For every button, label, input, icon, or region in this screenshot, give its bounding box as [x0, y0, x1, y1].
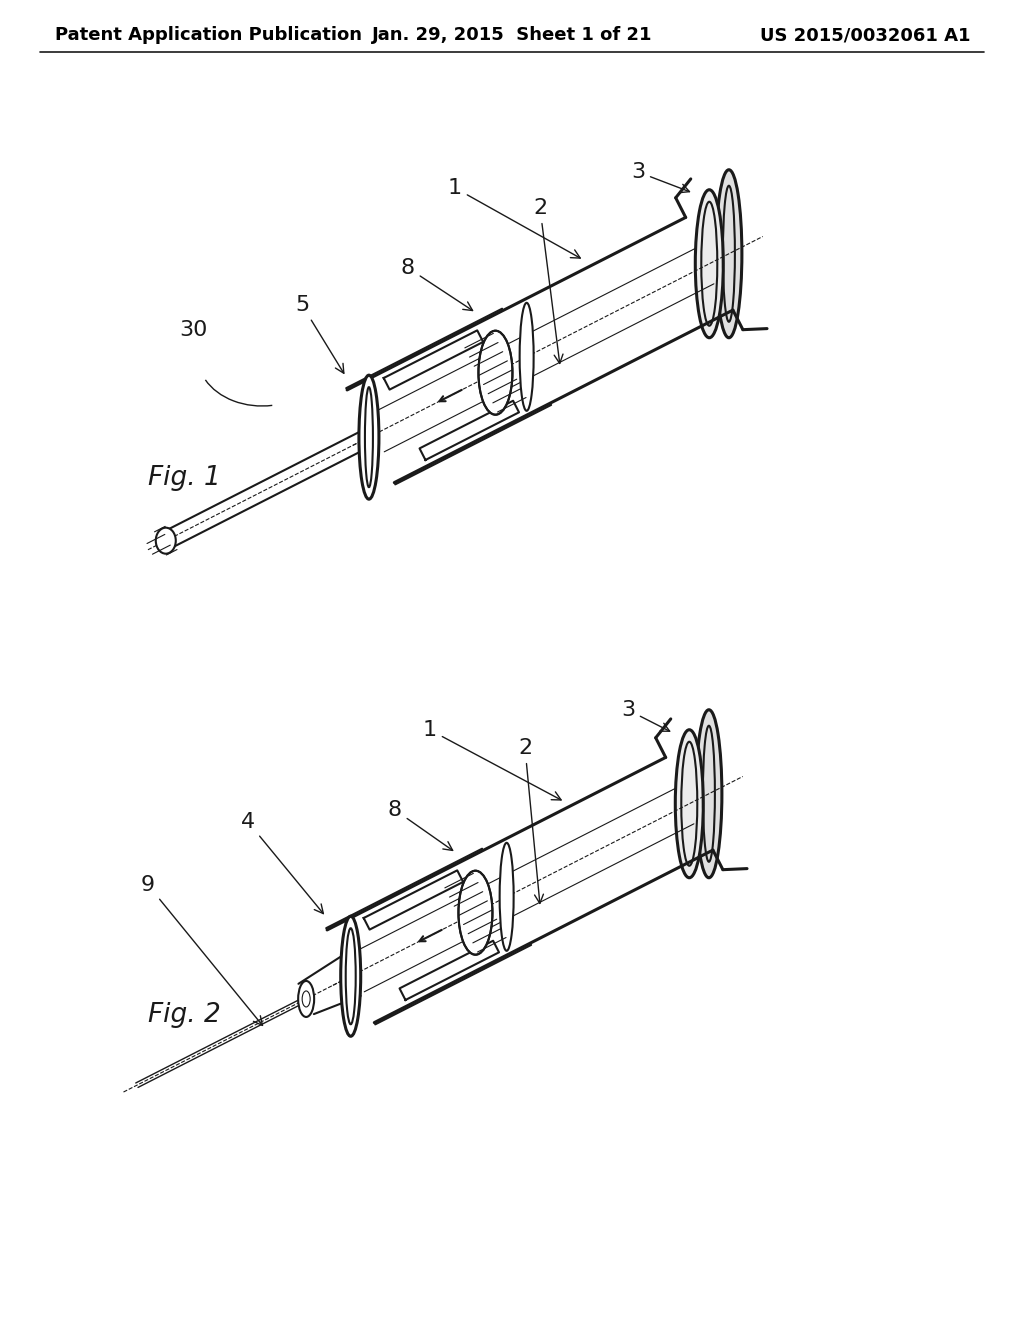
Text: 1: 1 [423, 719, 561, 800]
Text: Fig. 1: Fig. 1 [148, 465, 221, 491]
Text: 9: 9 [141, 875, 262, 1026]
Ellipse shape [716, 170, 742, 338]
Ellipse shape [156, 528, 176, 553]
Ellipse shape [500, 842, 514, 950]
Text: 5: 5 [295, 294, 344, 374]
Polygon shape [399, 941, 499, 1001]
Ellipse shape [359, 375, 379, 499]
Text: 2: 2 [518, 738, 544, 903]
Polygon shape [364, 870, 463, 929]
Text: 2: 2 [532, 198, 563, 363]
Ellipse shape [478, 331, 512, 414]
Ellipse shape [341, 916, 360, 1036]
Text: 30: 30 [179, 319, 207, 341]
Ellipse shape [519, 302, 534, 411]
Text: 3: 3 [631, 162, 689, 193]
Polygon shape [420, 401, 519, 459]
Text: Fig. 2: Fig. 2 [148, 1002, 221, 1028]
Ellipse shape [675, 730, 703, 878]
Ellipse shape [298, 981, 314, 1016]
Text: 8: 8 [388, 800, 453, 850]
Ellipse shape [364, 383, 378, 490]
Text: 1: 1 [447, 178, 581, 259]
Text: Patent Application Publication: Patent Application Publication [55, 26, 362, 44]
Ellipse shape [696, 710, 722, 878]
Text: 4: 4 [241, 812, 324, 913]
Polygon shape [384, 330, 483, 389]
Text: Jan. 29, 2015  Sheet 1 of 21: Jan. 29, 2015 Sheet 1 of 21 [372, 26, 652, 44]
Text: 3: 3 [621, 700, 670, 731]
Text: US 2015/0032061 A1: US 2015/0032061 A1 [760, 26, 970, 44]
Ellipse shape [459, 871, 493, 954]
Ellipse shape [695, 190, 723, 338]
Ellipse shape [344, 923, 357, 1030]
Text: 8: 8 [401, 257, 473, 310]
